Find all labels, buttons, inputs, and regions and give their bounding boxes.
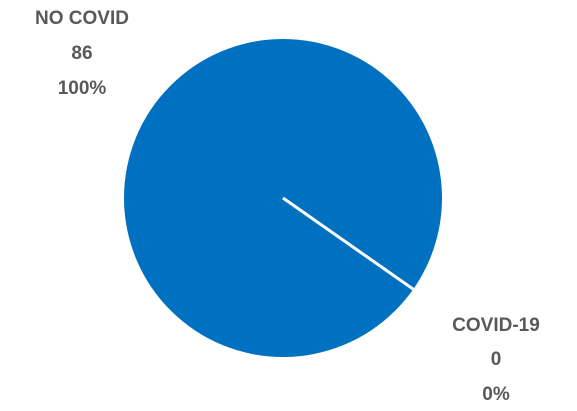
label-no-covid: NO COVID 86 100% xyxy=(35,8,129,99)
slice-separator-line xyxy=(282,196,415,291)
data-labels: NO COVID 86 100% COVID-19 0 0% xyxy=(35,8,540,405)
label-covid-19: COVID-19 0 0% xyxy=(452,315,540,405)
label-no-covid-category: NO COVID xyxy=(35,8,129,29)
label-no-covid-value: 86 xyxy=(71,43,92,64)
label-no-covid-percent: 100% xyxy=(58,78,107,99)
label-covid-19-value: 0 xyxy=(491,349,502,370)
label-covid-19-category: COVID-19 xyxy=(452,315,540,336)
pie-slices xyxy=(124,39,442,357)
label-covid-19-percent: 0% xyxy=(482,384,510,405)
